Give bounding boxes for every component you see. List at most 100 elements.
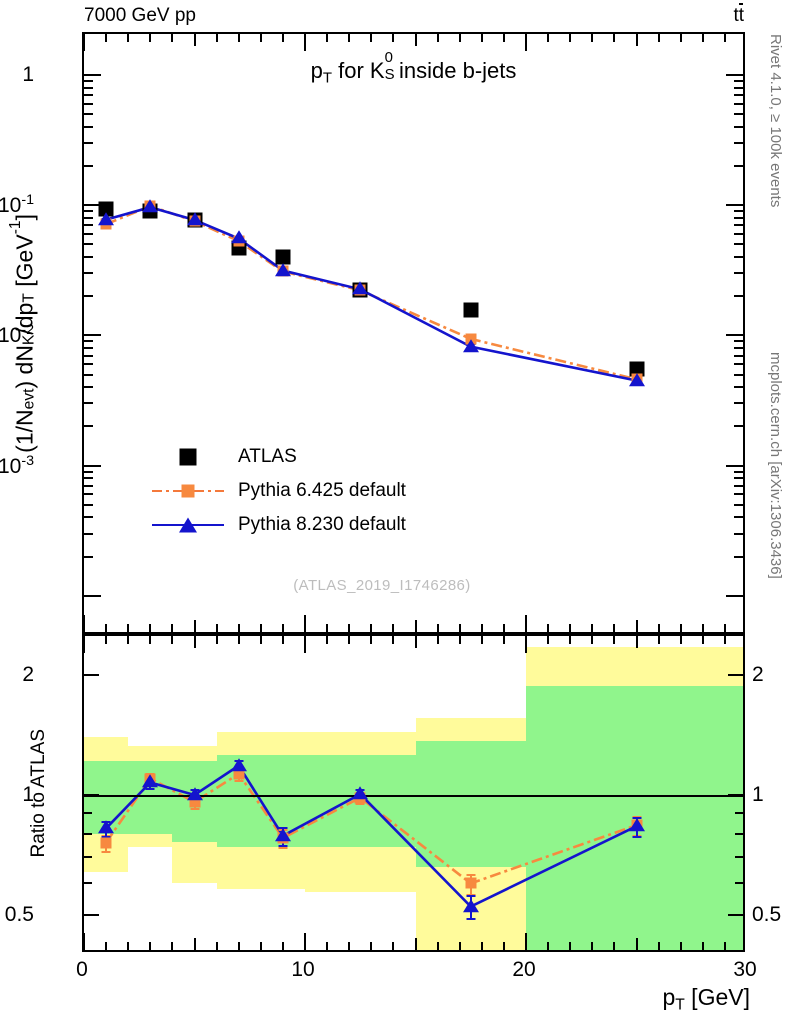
- axis-tick: [392, 624, 395, 632]
- axis-tick: [458, 942, 461, 950]
- legend-label-pythia8: Pythia 8.230 default: [238, 514, 406, 535]
- axis-tick: [281, 636, 284, 644]
- axis-tick: [84, 204, 101, 207]
- axis-tick: [84, 79, 93, 82]
- axis-tick: [105, 636, 108, 644]
- axis-tick: [259, 34, 262, 42]
- axis-tick: [105, 624, 108, 632]
- mcplots-source-caption: mcplots.cern.ch [arXiv:1306.3436]: [767, 352, 784, 579]
- axis-tick: [502, 942, 505, 950]
- axis-tick: [569, 942, 572, 950]
- axis-tick: [84, 555, 93, 558]
- axis-tick: [734, 493, 743, 496]
- axis-tick: [84, 243, 93, 246]
- legend-label-atlas: ATLAS: [238, 446, 297, 467]
- blue-triangle-marker-icon: [179, 517, 197, 533]
- axis-tick: [525, 636, 527, 653]
- axis-tick: [701, 34, 704, 42]
- axis-tick: [348, 34, 351, 42]
- axis-tick: [127, 942, 130, 950]
- axis-tick: [326, 624, 329, 632]
- axis-tick: [259, 942, 262, 950]
- orange-square-marker-icon: [181, 484, 195, 498]
- axis-tick: [84, 94, 93, 97]
- legend-entry-atlas: ATLAS: [152, 440, 406, 474]
- error-cap: [278, 844, 288, 847]
- axis-tick: [370, 636, 373, 644]
- axis-tick: [84, 165, 93, 167]
- series-lines: [105, 204, 637, 382]
- axis-tick: [525, 933, 527, 950]
- axis-tick: [502, 624, 505, 632]
- axis-tick: [193, 34, 196, 46]
- axis-tick: [84, 354, 93, 357]
- axis-tick: [480, 34, 483, 42]
- axis-tick: [84, 224, 93, 227]
- axis-tick: [734, 86, 743, 89]
- axis-tick: [84, 34, 85, 51]
- axis-tick: [84, 636, 85, 653]
- axis-tick: [237, 34, 240, 42]
- axis-tick: [734, 165, 743, 167]
- error-cap: [101, 835, 111, 838]
- ratio-pythia8-point: [274, 827, 291, 841]
- axis-tick: [480, 624, 483, 632]
- axis-tick: [734, 555, 743, 558]
- axis-tick: [734, 503, 743, 506]
- axis-tick: [436, 624, 439, 632]
- axis-tick: [734, 340, 743, 343]
- axis-tick: [215, 942, 218, 950]
- axis-tick: [635, 620, 638, 632]
- axis-tick: [591, 624, 594, 632]
- axis-tick: [734, 233, 743, 236]
- axis-tick: [84, 74, 101, 76]
- axis-tick: [84, 882, 92, 885]
- axis-tick: [547, 942, 550, 950]
- y-tick-label-1e-3: 10-3: [0, 452, 34, 478]
- pythia8-data-point: [352, 281, 369, 295]
- y-tick-label-1e-1: 10-1: [0, 192, 34, 218]
- x-tick-label-20: 20: [512, 958, 536, 981]
- axis-tick: [726, 334, 743, 337]
- error-cap: [466, 893, 476, 896]
- axis-tick: [84, 493, 93, 496]
- ratio-y-tick-label-right-0.5: 0.5: [752, 902, 782, 926]
- axis-tick: [436, 636, 439, 644]
- axis-tick: [304, 636, 306, 653]
- axis-tick: [734, 243, 743, 246]
- axis-tick: [569, 34, 572, 42]
- axis-tick: [734, 532, 743, 535]
- pythia8-data-point: [628, 372, 645, 386]
- y-tick-label-1: 1: [22, 63, 34, 86]
- axis-tick: [679, 942, 682, 950]
- axis-tick: [547, 636, 550, 644]
- axis-tick: [84, 334, 101, 337]
- error-cap: [234, 780, 244, 783]
- unity-reference-line: [84, 795, 743, 797]
- axis-tick: [635, 34, 638, 46]
- error-cap: [632, 835, 641, 838]
- error-cap: [355, 802, 365, 805]
- axis-tick: [304, 34, 306, 51]
- legend-entry-pythia6: Pythia 6.425 default: [152, 474, 406, 508]
- legend-key-pythia8: [152, 514, 224, 536]
- axis-tick: [414, 636, 417, 648]
- axis-tick: [193, 636, 196, 648]
- axis-tick: [84, 484, 93, 487]
- axis-tick: [591, 636, 594, 644]
- pythia8-data-point: [230, 230, 247, 244]
- main-plot-panel: [82, 32, 745, 634]
- pythia8-data-point: [186, 212, 203, 226]
- axis-tick: [370, 34, 373, 42]
- axis-tick: [127, 636, 130, 644]
- ratio-y-tick-label-right-1: 1: [752, 783, 764, 806]
- axis-tick: [193, 620, 196, 632]
- ratio-pythia8-point: [142, 774, 159, 788]
- axis-tick: [84, 503, 93, 506]
- axis-tick: [304, 933, 306, 950]
- axis-tick: [734, 470, 743, 473]
- axis-tick: [84, 615, 85, 632]
- axis-tick: [171, 34, 174, 42]
- axis-tick: [84, 855, 92, 858]
- axis-tick: [84, 272, 93, 275]
